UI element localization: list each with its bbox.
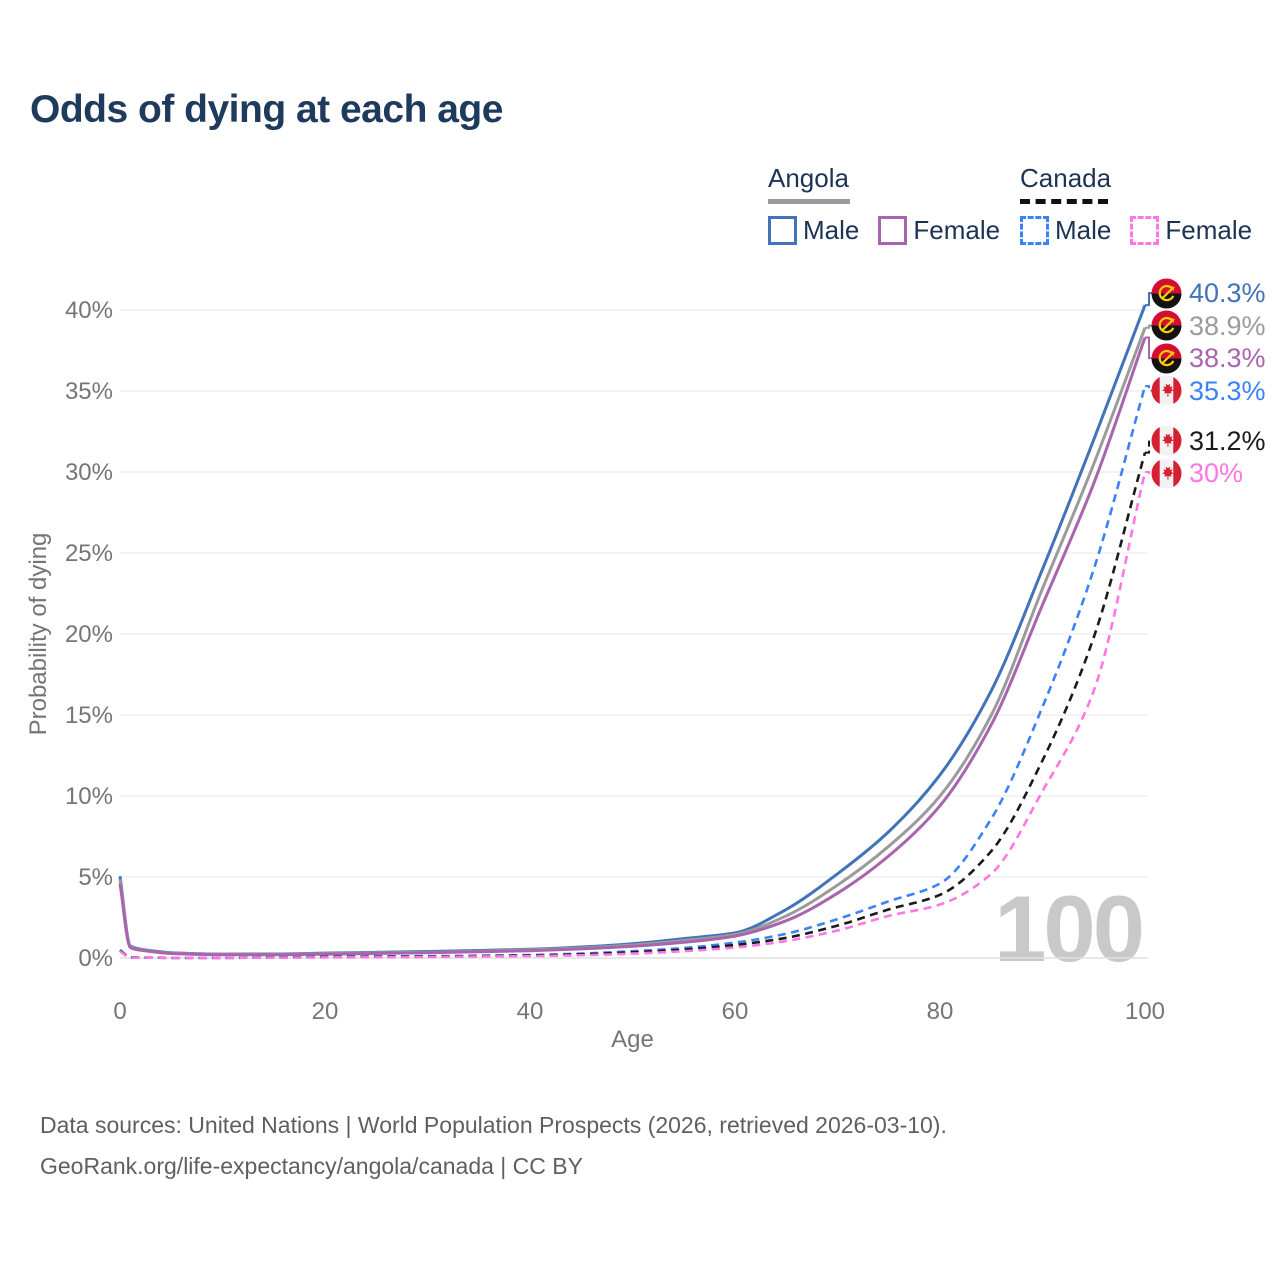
legend-swatch-solid-blue (768, 216, 797, 245)
footer-attribution: GeoRank.org/life-expectancy/angola/canad… (40, 1153, 583, 1179)
y-tick-label: 25% (65, 540, 113, 567)
footer: Data sources: United Nations | World Pop… (40, 1105, 947, 1187)
page-title: Odds of dying at each age (30, 88, 503, 131)
canada-flag-icon (1151, 425, 1182, 456)
legend-item-label: Male (1055, 215, 1112, 245)
canada-flag-icon (1151, 375, 1182, 406)
end-label-angola-both: 38.9% (1151, 310, 1266, 342)
end-label-value: 35.3% (1189, 375, 1266, 406)
legend-swatch-dashed-pink (1130, 216, 1160, 245)
y-tick-label: 15% (65, 702, 113, 729)
legend-item-angola-male[interactable]: Male (768, 215, 859, 246)
end-label-canada-both: 31.2% (1151, 425, 1266, 457)
legend-swatch-dashed-blue (1020, 216, 1049, 245)
end-label-canada-female: 30% (1151, 457, 1243, 489)
legend-swatch-solid-purple (878, 216, 908, 245)
end-label-angola-male: 40.3% (1151, 277, 1266, 309)
end-label-value: 38.9% (1189, 310, 1266, 341)
x-tick-label: 20 (312, 998, 339, 1025)
line-chart: 0% 5% 10% 15% 20% 25% 30% 35% 40% 0 20 40 60 80 100 Age… (25, 292, 1165, 1053)
y-axis-title: Probability of dying (25, 533, 52, 736)
age-watermark: 100 (994, 876, 1145, 981)
end-label-value: 30% (1189, 458, 1244, 489)
end-label-connector (1145, 439, 1155, 454)
y-tick-label: 10% (65, 783, 113, 810)
legend-group-canada: Canada Male Female (1020, 163, 1271, 246)
legend-group-title-canada: Canada (1020, 163, 1112, 193)
angola-flag-icon (1151, 343, 1182, 374)
x-tick-label: 40 (517, 998, 544, 1025)
series-line-angola-both (118, 327, 1147, 956)
y-tick-label: 5% (78, 864, 113, 891)
y-tick-label: 0% (78, 945, 113, 972)
legend-group-title-angola: Angola (768, 163, 849, 193)
legend-group-angola: Angola Male Female (768, 163, 1019, 246)
x-tick-label: 100 (1125, 998, 1165, 1025)
end-label-value: 40.3% (1189, 278, 1266, 309)
end-label-value: 38.3% (1189, 343, 1266, 374)
end-label-angola-female: 38.3% (1151, 342, 1266, 374)
legend-item-label: Male (803, 215, 860, 245)
canada-flag-icon (1151, 458, 1182, 489)
legend-underline-solid (768, 199, 850, 204)
angola-flag-icon (1151, 278, 1182, 309)
series-line-angola-female (118, 337, 1147, 957)
series-line-angola-male (118, 304, 1147, 956)
legend-underline-dashed (1020, 199, 1108, 204)
legend-item-canada-female[interactable]: Female (1130, 215, 1252, 246)
series-line-canada-both (119, 452, 1147, 960)
end-label-value: 31.2% (1189, 425, 1266, 456)
end-label-canada-male: 35.3% (1151, 375, 1266, 407)
angola-flag-icon (1151, 310, 1182, 341)
x-axis-title: Age (611, 1026, 654, 1053)
footer-sources: Data sources: United Nations | World Pop… (40, 1112, 947, 1138)
y-tick-label: 40% (65, 297, 113, 324)
end-label-connector (1145, 471, 1155, 475)
x-tick-label: 60 (722, 998, 749, 1025)
legend-item-angola-female[interactable]: Female (878, 215, 1000, 246)
series-line-canada-female (119, 471, 1147, 960)
x-tick-label: 80 (927, 998, 954, 1025)
legend-item-canada-male[interactable]: Male (1020, 215, 1111, 246)
x-tick-label: 0 (113, 998, 126, 1025)
legend-item-label: Female (1165, 215, 1253, 245)
y-tick-label: 20% (65, 621, 113, 648)
y-tick-label: 35% (65, 378, 113, 405)
y-tick-label: 30% (65, 459, 113, 486)
legend-item-label: Female (913, 215, 1001, 245)
